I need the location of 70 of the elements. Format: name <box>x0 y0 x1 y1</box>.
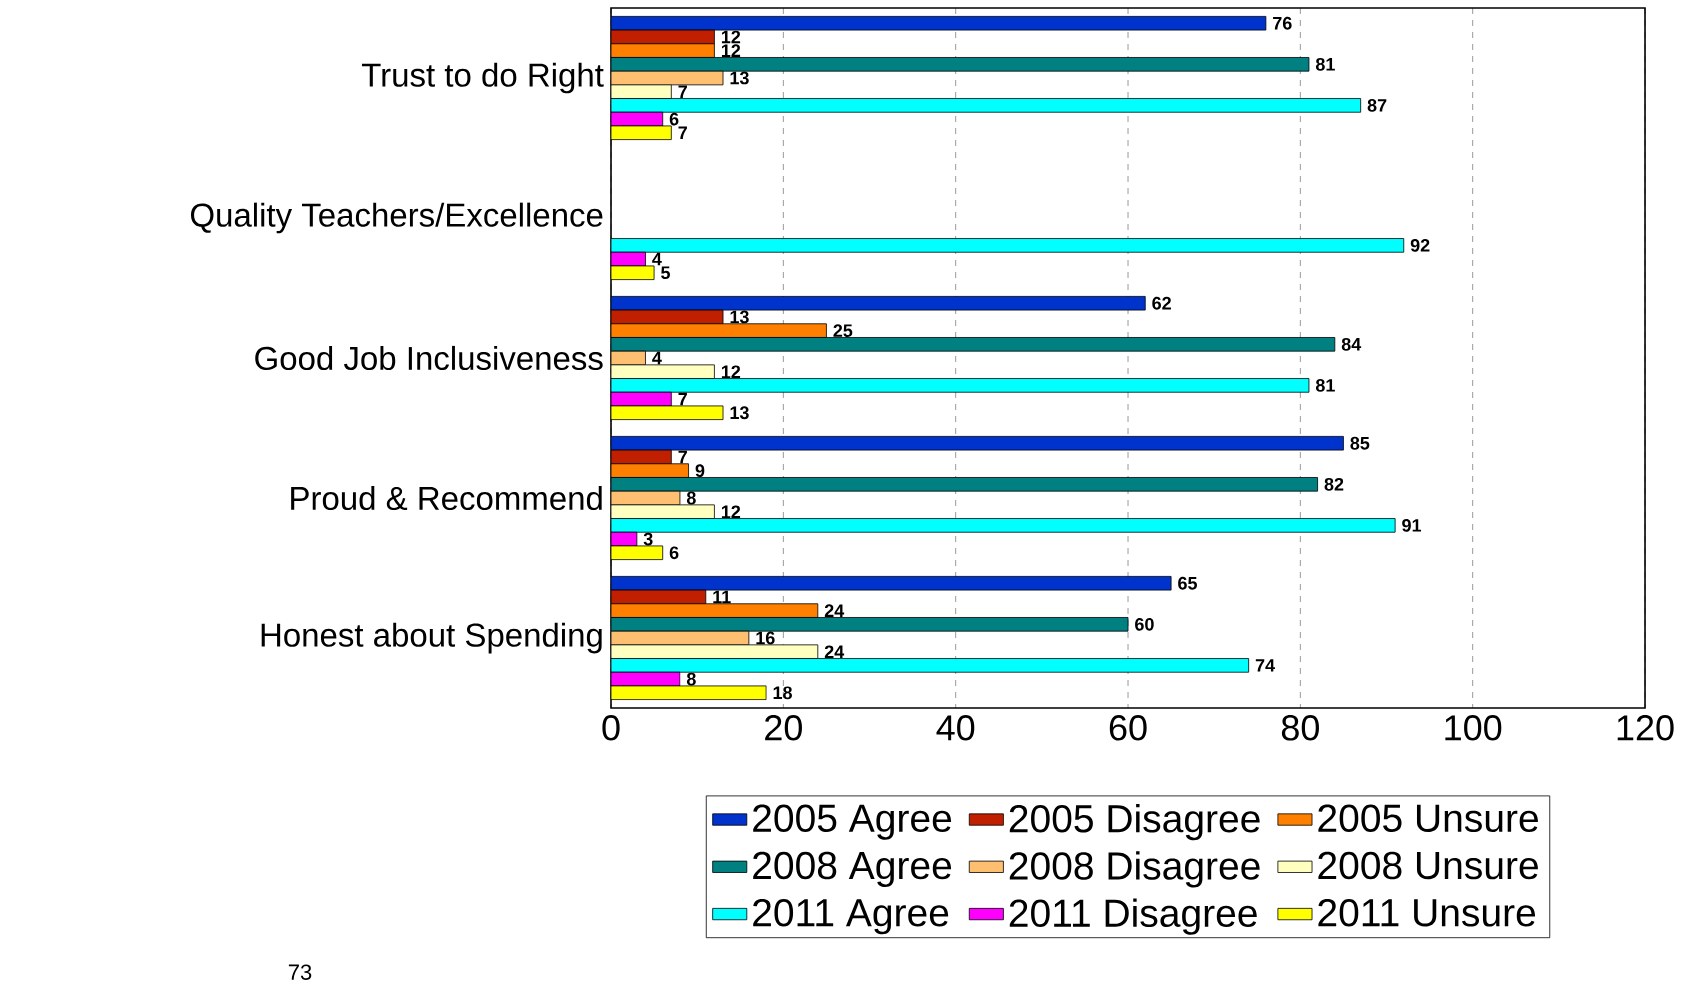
bar <box>611 658 1250 673</box>
data-label: 5 <box>661 266 670 280</box>
bar <box>611 238 1405 253</box>
data-label: 4 <box>652 252 662 266</box>
data-label: 8 <box>686 672 696 686</box>
data-label: 11 <box>713 590 731 604</box>
legend-label: 2011 Unsure <box>1318 898 1536 927</box>
data-label: 84 <box>1341 337 1362 351</box>
data-label: 62 <box>1152 296 1171 310</box>
data-label: 12 <box>721 505 741 518</box>
data-label: 87 <box>1367 99 1387 112</box>
legend-label: 2011 Agree <box>753 898 949 935</box>
data-label: 91 <box>1402 519 1422 532</box>
data-label: 8 <box>686 491 696 505</box>
bar <box>611 477 1318 492</box>
data-label: 24 <box>824 604 845 617</box>
data-label: 24 <box>824 645 845 658</box>
x-tick-label: 40 <box>936 715 975 741</box>
x-tick-label: 80 <box>1281 715 1319 741</box>
data-label: 85 <box>1350 436 1370 450</box>
data-label: 7 <box>678 450 687 464</box>
legend-label: 2008 Unsure <box>1318 851 1538 880</box>
data-label: 76 <box>1273 16 1292 30</box>
data-label: 7 <box>678 85 687 98</box>
legend-label: 2008 Disagree <box>1009 851 1260 888</box>
data-label: 92 <box>1410 239 1430 252</box>
y-tick-label: Honest about Spending <box>261 622 602 654</box>
data-label: 12 <box>721 44 741 57</box>
data-label: 12 <box>721 30 741 44</box>
data-label: 81 <box>1315 379 1335 392</box>
data-label: 7 <box>678 392 687 406</box>
y-tick-label: Trust to do Right <box>361 62 604 94</box>
legend-label: 2005 Disagree <box>1009 803 1260 841</box>
x-tick-label: 0 <box>602 715 620 741</box>
data-label: 18 <box>773 686 792 700</box>
data-label: 6 <box>669 546 679 560</box>
data-label: 74 <box>1255 659 1275 672</box>
bar <box>611 337 1336 352</box>
data-label: 65 <box>1178 576 1198 590</box>
x-tick-label: 20 <box>765 715 802 741</box>
legend-label: 2008 Agree <box>753 851 952 888</box>
data-label: 13 <box>730 71 749 85</box>
data-label: 16 <box>756 631 775 645</box>
y-tick-label: Good Job Inclusiveness <box>255 345 603 371</box>
data-label: 13 <box>730 310 749 324</box>
data-label: 60 <box>1135 617 1154 631</box>
y-tick-label: Proud & Recommend <box>291 485 602 511</box>
data-label: 9 <box>695 464 705 478</box>
text: 73 <box>288 964 312 980</box>
data-label: 3 <box>643 532 653 546</box>
data-label: 6 <box>669 112 679 126</box>
bar <box>611 518 1396 533</box>
y-tick-label: Quality Teachers/Excellence <box>190 202 603 234</box>
legend-label: 2005 Agree <box>753 804 952 840</box>
data-label: 82 <box>1324 477 1344 491</box>
x-tick-label: 100 <box>1445 715 1502 741</box>
x-tick-label: 120 <box>1617 715 1674 741</box>
bar <box>611 57 1310 72</box>
legend-label: 2011 Disagree <box>1009 898 1257 935</box>
data-label: 13 <box>730 406 749 420</box>
bar <box>611 617 1129 632</box>
data-label: 81 <box>1315 57 1335 71</box>
x-tick-label: 60 <box>1109 715 1147 741</box>
bar <box>611 378 1310 393</box>
data-label: 4 <box>652 351 662 365</box>
data-label: 7 <box>678 126 687 139</box>
data-label: 25 <box>833 324 853 338</box>
legend-label: 2005 Unsure <box>1318 804 1538 833</box>
bar <box>611 98 1362 113</box>
data-label: 12 <box>721 365 741 378</box>
